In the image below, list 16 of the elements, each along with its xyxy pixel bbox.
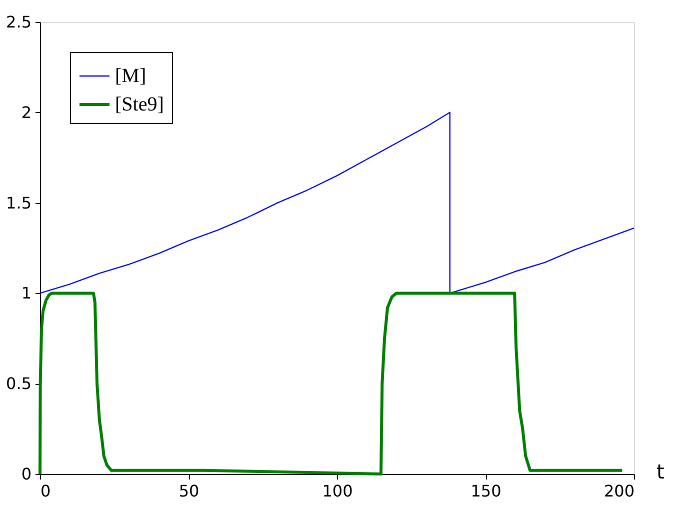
- y-tick-label: 2: [21, 102, 32, 122]
- x-tick-label: 200: [604, 482, 634, 500]
- y-tick-label: 0: [21, 464, 32, 484]
- line-series: [38, 292, 624, 476]
- legend-label: [M]: [115, 65, 146, 87]
- y-tick-label: 1: [21, 284, 32, 303]
- y-tick-label: 1.5: [6, 193, 32, 212]
- legend-label: [Ste9]: [115, 94, 164, 116]
- line-series: [39, 112, 635, 294]
- x-tick-label: 50: [178, 482, 200, 500]
- x-axis-title: t: [656, 460, 664, 484]
- y-tick-label: 2.5: [6, 12, 32, 32]
- x-tick-label: 150: [470, 482, 502, 500]
- x-tick-label: 100: [322, 482, 353, 500]
- y-tick-label: 0.5: [6, 374, 32, 394]
- x-tick-label: 0: [40, 482, 51, 500]
